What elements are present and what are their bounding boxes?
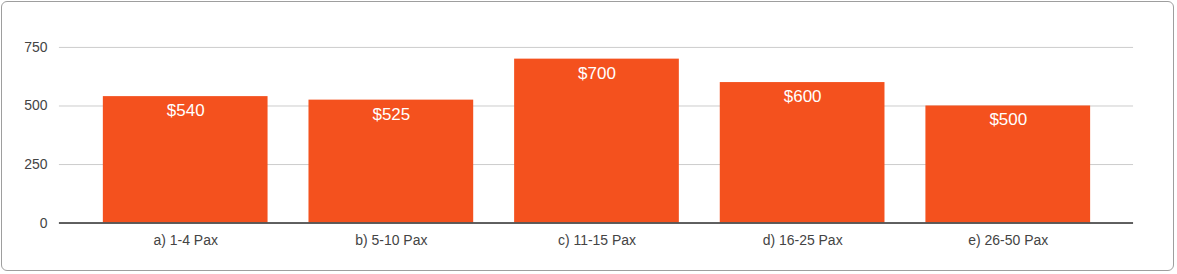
- svg-text:$600: $600: [784, 87, 822, 106]
- svg-text:e) 26-50 Pax: e) 26-50 Pax: [968, 232, 1048, 248]
- svg-text:750: 750: [24, 39, 48, 55]
- svg-text:500: 500: [24, 97, 48, 113]
- svg-text:$700: $700: [578, 64, 616, 83]
- svg-text:$525: $525: [372, 105, 410, 124]
- svg-text:b) 5-10 Pax: b) 5-10 Pax: [355, 232, 427, 248]
- svg-text:0: 0: [40, 215, 48, 231]
- svg-text:c) 11-15 Pax: c) 11-15 Pax: [558, 232, 636, 248]
- svg-text:$500: $500: [989, 110, 1027, 129]
- svg-text:d) 16-25 Pax: d) 16-25 Pax: [763, 232, 843, 248]
- svg-text:$540: $540: [167, 101, 205, 120]
- svg-text:a) 1-4 Pax: a) 1-4 Pax: [153, 232, 217, 248]
- svg-text:250: 250: [24, 156, 48, 172]
